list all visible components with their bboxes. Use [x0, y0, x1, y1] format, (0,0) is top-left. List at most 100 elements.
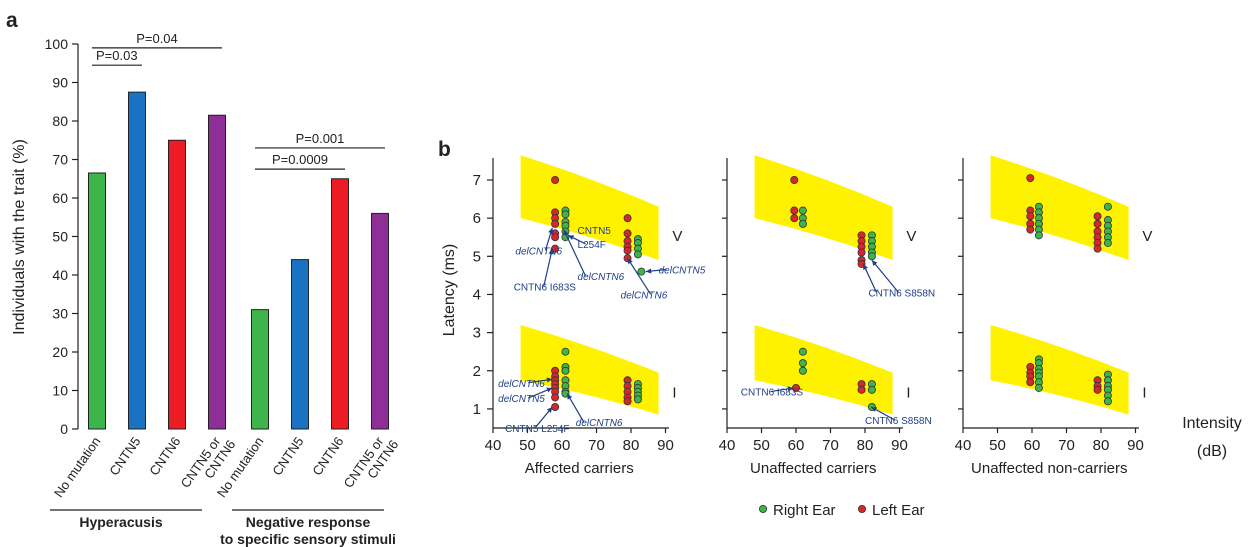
y-tick-label: 100 — [45, 36, 69, 52]
y-tick-label: 90 — [52, 75, 68, 91]
annotation-label: delCNTN6 — [621, 290, 668, 301]
group-label: Hyperacusis — [79, 514, 162, 530]
y-tick-label: 80 — [52, 113, 68, 129]
panel-b-x-axis-label: Intensity (dB) — [1182, 415, 1242, 460]
wave-i-normal-band — [990, 324, 1129, 415]
right-ear-point — [561, 347, 570, 356]
p-value-label: P=0.0009 — [272, 152, 328, 167]
x-tick-label: 70 — [822, 437, 839, 454]
wave-i-normal-band — [754, 324, 893, 415]
y-tick-label: 1 — [473, 401, 481, 418]
y-tick-label: 0 — [60, 421, 68, 437]
annotation-arrow — [563, 229, 587, 277]
right-ear-point — [1034, 231, 1043, 240]
y-tick-label: 60 — [52, 190, 68, 206]
wave-i-label: I — [906, 384, 910, 401]
wave-v-label: V — [1142, 228, 1152, 245]
right-ear-point — [798, 219, 807, 228]
right-ear-point — [561, 366, 570, 375]
right-ear-point — [867, 252, 876, 261]
annotation-arrowhead — [871, 260, 878, 266]
annotation-label: delCNTN5 — [659, 265, 706, 276]
panel-a-label: a — [6, 9, 18, 32]
y-tick-label: 40 — [52, 267, 68, 283]
p-value-label: P=0.04 — [136, 31, 178, 46]
annotation-arrowhead — [627, 258, 633, 265]
legend-label: Left Ear — [872, 502, 925, 519]
y-tick-label: 10 — [52, 383, 68, 399]
y-tick-label: 3 — [473, 325, 481, 342]
left-ear-point — [551, 175, 560, 184]
y-tick-label: 5 — [473, 248, 481, 265]
x-tick-label: 80 — [623, 437, 640, 454]
annotation-arrow — [871, 259, 899, 293]
x-tick-label: 70 — [1058, 437, 1075, 454]
p-value-label: P=0.03 — [96, 48, 138, 63]
subpanel-title: Unaffected carriers — [750, 460, 876, 477]
category-label: No mutation — [51, 434, 103, 500]
wave-v-label: V — [906, 228, 916, 245]
annotation-label: CNTN6 I683S — [741, 388, 804, 399]
panel-a-bar-chart: a Individuals with the trait (%) 0 10 20 30… — [6, 9, 401, 547]
bar — [371, 212, 389, 430]
x-tick-label: 90 — [891, 437, 908, 454]
x-axis-label-line: Intensity — [1182, 415, 1242, 432]
x-tick-label: 60 — [788, 437, 805, 454]
y-tick-label: 4 — [473, 286, 481, 303]
panel-b-y-axis-label: Latency (ms) — [441, 244, 458, 336]
left-ear-point — [790, 214, 799, 223]
bar — [128, 91, 146, 430]
left-ear-point — [857, 248, 866, 257]
bar — [251, 309, 269, 430]
left-ear-point — [623, 229, 632, 238]
right-ear-point — [633, 250, 642, 259]
right-ear-point — [633, 395, 642, 404]
panel-b-legend: Right Ear Left Ear — [759, 502, 925, 519]
category-label: CNTN5 — [106, 434, 143, 478]
right-ear-point — [637, 267, 646, 276]
annotation-arrowhead — [871, 407, 878, 412]
annotation-label: CNTN5 — [578, 226, 612, 237]
left-ear-point — [1093, 385, 1102, 394]
annotation-arrowhead — [863, 263, 868, 270]
bar — [291, 259, 309, 430]
bar — [331, 178, 349, 430]
annotation-arrowhead — [568, 235, 575, 241]
group-label-line: Negative response — [246, 514, 371, 530]
group-label-line: to specific sensory stimuli — [220, 531, 396, 547]
x-tick-label: 70 — [588, 437, 605, 454]
y-tick-label: 20 — [52, 344, 68, 360]
category-label: CNTN6 — [309, 434, 346, 478]
right-ear-point — [1034, 383, 1043, 392]
y-tick-label: 30 — [52, 306, 68, 322]
right-ear-point — [1103, 238, 1112, 247]
left-ear-point — [551, 393, 560, 402]
x-tick-label: 40 — [719, 437, 736, 454]
left-ear-point — [551, 244, 560, 253]
annotation-label: delCNTN6 — [576, 418, 623, 429]
annotation-label: delCNTN6 — [578, 272, 625, 283]
annotation-arrowhead — [546, 387, 553, 393]
annotation-label: CNTN5 L254F — [505, 424, 569, 435]
subpanel-3: 40 50 60 70 80 90 V I Unaffected non-carriers — [955, 155, 1152, 477]
panel-a-y-axis-label: Individuals with the trait (%) — [11, 139, 28, 335]
x-tick-label: 50 — [989, 437, 1006, 454]
x-tick-label: 50 — [519, 437, 536, 454]
p-value-label: P=0.001 — [296, 131, 345, 146]
annotation-arrow — [627, 257, 652, 295]
bar — [208, 114, 226, 430]
wave-v-label: V — [672, 228, 682, 245]
panel-a-y-axis: 0 10 20 30 40 50 60 70 80 90 100 — [45, 36, 79, 437]
left-ear-point — [623, 397, 632, 406]
legend-right-ear-marker — [759, 504, 768, 513]
x-axis-label-line: (dB) — [1197, 443, 1227, 460]
annotation-arrowhead — [546, 377, 553, 383]
left-ear-point — [1026, 174, 1035, 183]
right-ear-point — [798, 366, 807, 375]
right-ear-point — [561, 210, 570, 219]
annotation-label: delCNTN6 — [515, 246, 562, 257]
right-ear-point — [867, 385, 876, 394]
annotation-label: L254F — [578, 240, 606, 251]
